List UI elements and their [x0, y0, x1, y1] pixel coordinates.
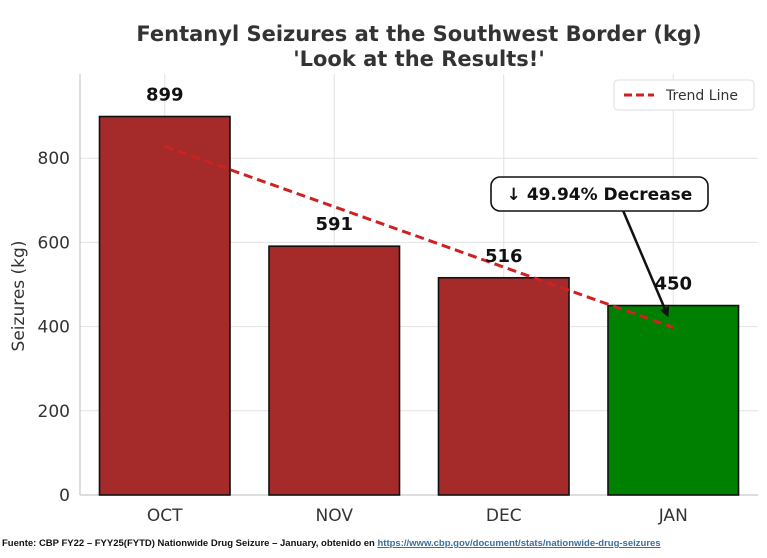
annotation-arrow: [622, 210, 670, 318]
axis-ticks: 0 200 400 600 800 OCT NOV DEC JAN: [38, 149, 688, 526]
x-tick-label: DEC: [486, 506, 522, 526]
x-tick-label: OCT: [147, 506, 183, 526]
bar: [268, 245, 401, 496]
x-tick-label: JAN: [658, 506, 688, 526]
legend-box: [613, 79, 755, 111]
bar: [607, 304, 740, 496]
y-axis-label: Seizures (kg): [9, 241, 29, 352]
data-label: 591: [315, 214, 353, 235]
legend: Trend Line: [613, 79, 755, 111]
chart-subtitle: 'Look at the Results!': [293, 47, 545, 71]
bars: [98, 115, 740, 496]
x-tick-label: NOV: [316, 506, 354, 526]
source-link[interactable]: https://www.cbp.gov/document/stats/natio…: [377, 538, 661, 549]
chart: Fentanyl Seizures at the Southwest Borde…: [9, 22, 758, 526]
data-label: 450: [654, 274, 692, 295]
bar: [98, 115, 231, 496]
data-label: 516: [485, 246, 523, 267]
chart-title: Fentanyl Seizures at the Southwest Borde…: [136, 22, 701, 46]
annotation-text: ↓ 49.94% Decrease: [507, 185, 693, 205]
y-tick-label: 400: [38, 318, 70, 338]
annotation: ↓ 49.94% Decrease: [490, 176, 709, 318]
data-label: 899: [146, 85, 184, 106]
footer-text: Fuente: CBP FY22 – FYY25(FYTD) Nationwid…: [2, 538, 375, 549]
legend-label: Trend Line: [665, 88, 738, 104]
y-tick-label: 200: [38, 402, 70, 422]
bar: [437, 276, 570, 496]
y-tick-label: 600: [38, 233, 70, 253]
data-labels: 899 591 516 450: [146, 85, 692, 295]
source-footer: Fuente: CBP FY22 – FYY25(FYTD) Nationwid…: [2, 538, 767, 554]
trend-line-layer: [164, 144, 674, 329]
trend-line: [164, 144, 674, 329]
annotation-box: [490, 176, 709, 212]
y-tick-label: 0: [59, 486, 70, 506]
y-tick-label: 800: [38, 149, 70, 169]
